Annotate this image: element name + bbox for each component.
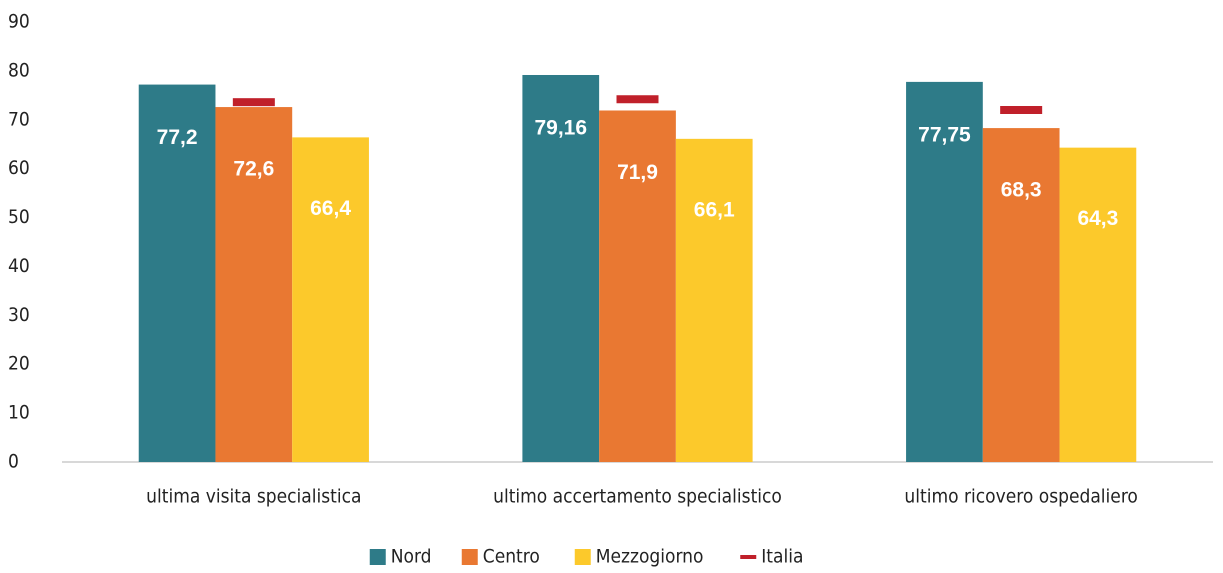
legend-label: Centro	[483, 546, 540, 568]
bar	[675, 138, 753, 462]
x-tick-label: ultima visita specialistica	[146, 486, 361, 508]
y-tick-label: 20	[8, 353, 30, 375]
bar	[1059, 147, 1137, 462]
legend-label: Mezzogiorno	[596, 546, 704, 568]
legend-swatch	[461, 549, 478, 565]
value-label: 71,9	[617, 161, 658, 184]
legend-swatch	[369, 549, 386, 565]
y-tick-label: 60	[8, 157, 30, 179]
y-tick-label: 30	[8, 304, 30, 326]
x-tick-label: ultimo ricovero ospedaliero	[904, 486, 1137, 508]
value-label: 79,16	[534, 117, 587, 140]
italia-marker	[232, 98, 275, 107]
x-tick-label: ultimo accertamento specialistico	[493, 486, 782, 508]
value-label: 72,6	[233, 158, 274, 181]
italia-marker	[1000, 106, 1043, 114]
y-tick-label: 80	[8, 59, 30, 81]
value-label: 66,1	[694, 198, 735, 221]
y-tick-label: 70	[8, 108, 30, 130]
bar	[599, 110, 676, 462]
italia-marker	[616, 95, 659, 104]
value-label: 77,75	[918, 123, 971, 146]
bar	[292, 137, 369, 462]
value-label: 68,3	[1001, 179, 1042, 202]
y-tick-label: 50	[8, 206, 30, 228]
y-tick-label: 90	[8, 11, 30, 33]
legend-swatch	[740, 555, 757, 559]
value-label: 64,3	[1077, 207, 1118, 230]
legend-label: Nord	[391, 546, 432, 568]
legend-label: Italia	[761, 546, 803, 568]
bar	[982, 128, 1060, 463]
bar	[138, 84, 216, 463]
value-label: 77,2	[157, 126, 198, 149]
bar	[522, 74, 600, 463]
bar	[906, 81, 983, 462]
legend-swatch	[574, 549, 591, 565]
y-tick-label: 0	[8, 451, 19, 473]
bar	[215, 107, 293, 463]
value-label: 66,4	[310, 197, 351, 220]
y-tick-label: 10	[8, 402, 30, 424]
y-tick-label: 40	[8, 255, 30, 277]
